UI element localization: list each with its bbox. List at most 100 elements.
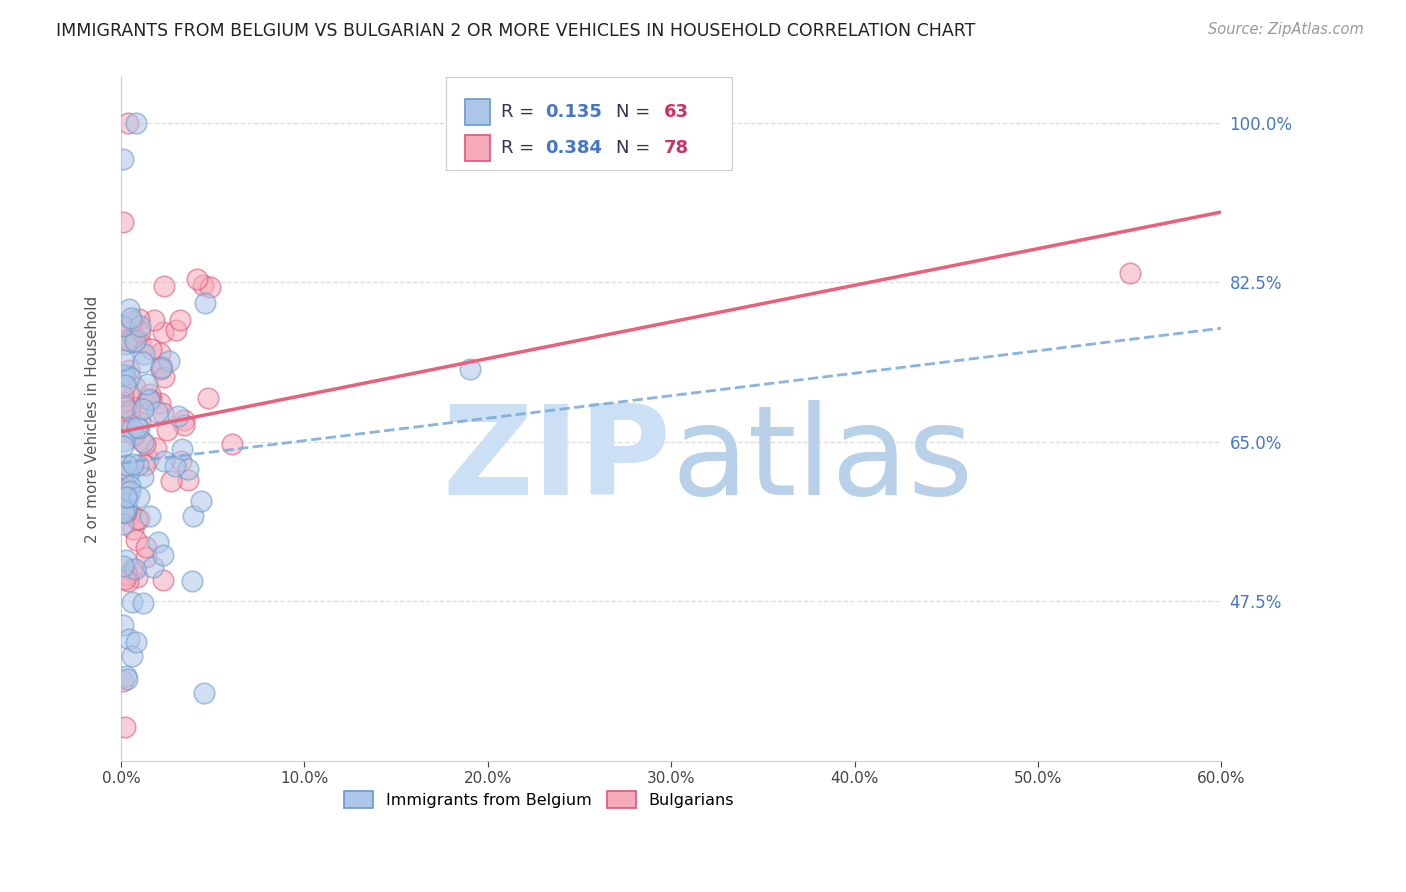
Text: 0.135: 0.135: [544, 103, 602, 120]
Text: 0.384: 0.384: [544, 139, 602, 157]
Text: N =: N =: [616, 139, 657, 157]
Text: N =: N =: [616, 103, 657, 120]
Point: [115, 501, 138, 516]
Point: [146, 535, 169, 549]
Point: [121, 420, 143, 434]
Point: [121, 595, 143, 609]
Point: [118, 363, 141, 377]
Point: [118, 465, 141, 479]
Point: [129, 401, 152, 415]
Point: [121, 648, 143, 663]
Point: [112, 505, 135, 519]
Point: [111, 389, 134, 403]
Point: [115, 490, 138, 504]
Point: [141, 560, 163, 574]
Point: [169, 313, 191, 327]
Point: [111, 215, 134, 229]
Point: [115, 672, 138, 686]
Point: [132, 355, 155, 369]
Point: [117, 325, 139, 339]
Point: [149, 360, 172, 375]
Point: [170, 442, 193, 456]
Point: [118, 370, 141, 384]
Point: [118, 483, 141, 498]
Point: [117, 574, 139, 588]
Point: [163, 459, 186, 474]
Point: [114, 368, 136, 382]
Point: [181, 574, 204, 588]
Point: [115, 337, 138, 351]
Point: [138, 393, 160, 408]
Point: [122, 334, 145, 349]
Point: [118, 334, 141, 349]
Text: IMMIGRANTS FROM BELGIUM VS BULGARIAN 2 OR MORE VEHICLES IN HOUSEHOLD CORRELATION: IMMIGRANTS FROM BELGIUM VS BULGARIAN 2 O…: [56, 22, 976, 40]
Point: [114, 400, 136, 414]
Point: [129, 324, 152, 338]
Point: [128, 490, 150, 504]
Point: [125, 512, 148, 526]
Point: [186, 271, 208, 285]
Point: [111, 516, 134, 531]
Point: [111, 368, 134, 383]
Point: [115, 500, 138, 515]
Point: [177, 462, 200, 476]
Point: [141, 392, 163, 407]
Point: [115, 552, 138, 566]
Point: [121, 457, 143, 471]
Point: [149, 346, 172, 360]
Point: [145, 404, 167, 418]
Point: [128, 312, 150, 326]
Point: [124, 116, 146, 130]
Point: [157, 354, 180, 368]
Text: R =: R =: [501, 103, 540, 120]
Point: [115, 567, 138, 582]
Point: [159, 474, 181, 488]
Point: [118, 302, 141, 317]
Point: [181, 509, 204, 524]
Point: [118, 406, 141, 420]
Text: atlas: atlas: [671, 400, 973, 521]
Point: [173, 417, 195, 432]
Point: [134, 458, 156, 472]
Point: [112, 506, 135, 520]
Point: [122, 522, 145, 536]
Point: [458, 362, 481, 376]
Point: [152, 406, 174, 420]
Point: [128, 420, 150, 434]
Point: [129, 433, 152, 447]
Point: [135, 541, 157, 555]
Point: [165, 323, 187, 337]
Point: [111, 318, 134, 333]
Point: [127, 458, 149, 472]
Point: [114, 458, 136, 472]
Text: R =: R =: [501, 139, 540, 157]
Point: [111, 353, 134, 368]
Point: [115, 458, 138, 472]
Point: [190, 494, 212, 508]
Point: [152, 325, 174, 339]
Point: [112, 439, 135, 453]
Point: [111, 504, 134, 518]
Point: [117, 387, 139, 401]
Point: [177, 473, 200, 487]
Point: [138, 392, 160, 406]
Point: [142, 313, 165, 327]
Point: [148, 396, 170, 410]
Point: [124, 380, 146, 394]
Point: [111, 424, 134, 438]
FancyBboxPatch shape: [446, 78, 731, 169]
Point: [155, 423, 177, 437]
Point: [134, 437, 156, 451]
Point: [114, 377, 136, 392]
Point: [111, 618, 134, 632]
Point: [136, 451, 159, 466]
Point: [139, 508, 162, 523]
Point: [128, 512, 150, 526]
Point: [122, 428, 145, 442]
Point: [153, 369, 176, 384]
Point: [111, 559, 134, 574]
Point: [200, 280, 222, 294]
Point: [111, 153, 134, 167]
Point: [170, 454, 193, 468]
Point: [150, 361, 173, 376]
